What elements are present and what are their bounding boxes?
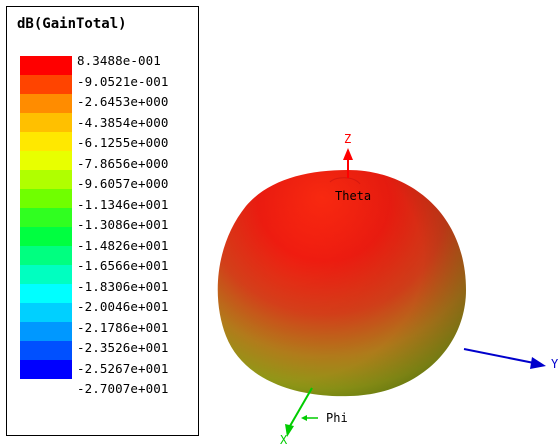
legend-value: -9.6057e+000 <box>77 176 169 191</box>
x-axis-label: X <box>280 433 288 446</box>
theta-label: Theta <box>335 189 371 203</box>
legend-swatch <box>20 246 72 265</box>
legend-value: -4.3854e+000 <box>77 114 169 130</box>
legend-swatch <box>20 322 72 341</box>
legend-swatch <box>20 151 72 170</box>
legend-value: -2.3526e+001 <box>77 340 169 355</box>
radiation-pattern-sphere <box>217 170 466 397</box>
y-axis-line <box>463 348 535 364</box>
x-axis-line <box>289 387 313 427</box>
z-axis: Z <box>343 132 353 178</box>
y-axis-label: Y <box>551 357 559 371</box>
legend-title: dB(GainTotal) <box>17 16 127 32</box>
y-axis-arrow-icon <box>530 357 546 369</box>
legend-value: 8.3488e-001 <box>77 53 161 68</box>
x-axis-arrow-icon <box>285 424 294 437</box>
legend-swatch <box>20 284 72 303</box>
z-axis-arrow-icon <box>343 148 353 160</box>
legend-swatch <box>20 227 72 246</box>
legend-value: -2.0046e+001 <box>77 299 169 314</box>
legend-swatch <box>20 113 72 132</box>
legend-swatch <box>20 56 72 75</box>
gain-legend: dB(GainTotal) 8.3488e-001 -9.0521e-001 -2.… <box>6 6 199 436</box>
legend-value: -2.7007e+001 <box>77 381 169 396</box>
legend-value: -2.1786e+001 <box>77 319 169 335</box>
legend-value: -7.8656e+000 <box>77 155 169 171</box>
legend-value: -2.5267e+001 <box>77 360 169 376</box>
legend-value: -1.6566e+001 <box>77 258 169 273</box>
legend-color-scale <box>20 56 72 379</box>
legend-swatch <box>20 341 72 360</box>
phi-label: Phi <box>326 411 348 425</box>
x-axis: X <box>280 387 313 446</box>
legend-swatch <box>20 360 72 379</box>
legend-swatch <box>20 189 72 208</box>
legend-value: -1.8306e+001 <box>77 278 169 294</box>
legend-swatch <box>20 208 72 227</box>
phi-arrow-icon <box>301 415 307 421</box>
legend-swatch <box>20 75 72 94</box>
z-axis-label: Z <box>344 132 351 146</box>
legend-value: -2.6453e+000 <box>77 94 169 109</box>
legend-swatch <box>20 265 72 284</box>
legend-value: -1.4826e+001 <box>77 237 169 253</box>
legend-value: -6.1255e+000 <box>77 135 169 150</box>
legend-value: -1.1346e+001 <box>77 196 169 212</box>
legend-swatch <box>20 132 72 151</box>
legend-value: -9.0521e-001 <box>77 73 169 89</box>
y-axis: Y <box>463 348 559 371</box>
phi-indicator: Phi <box>301 411 348 425</box>
legend-swatch <box>20 94 72 113</box>
legend-value-labels: 8.3488e-001 -9.0521e-001 -2.6453e+000 -4.38… <box>77 51 199 400</box>
legend-swatch <box>20 170 72 189</box>
legend-value: -1.3086e+001 <box>77 217 169 232</box>
legend-swatch <box>20 303 72 322</box>
